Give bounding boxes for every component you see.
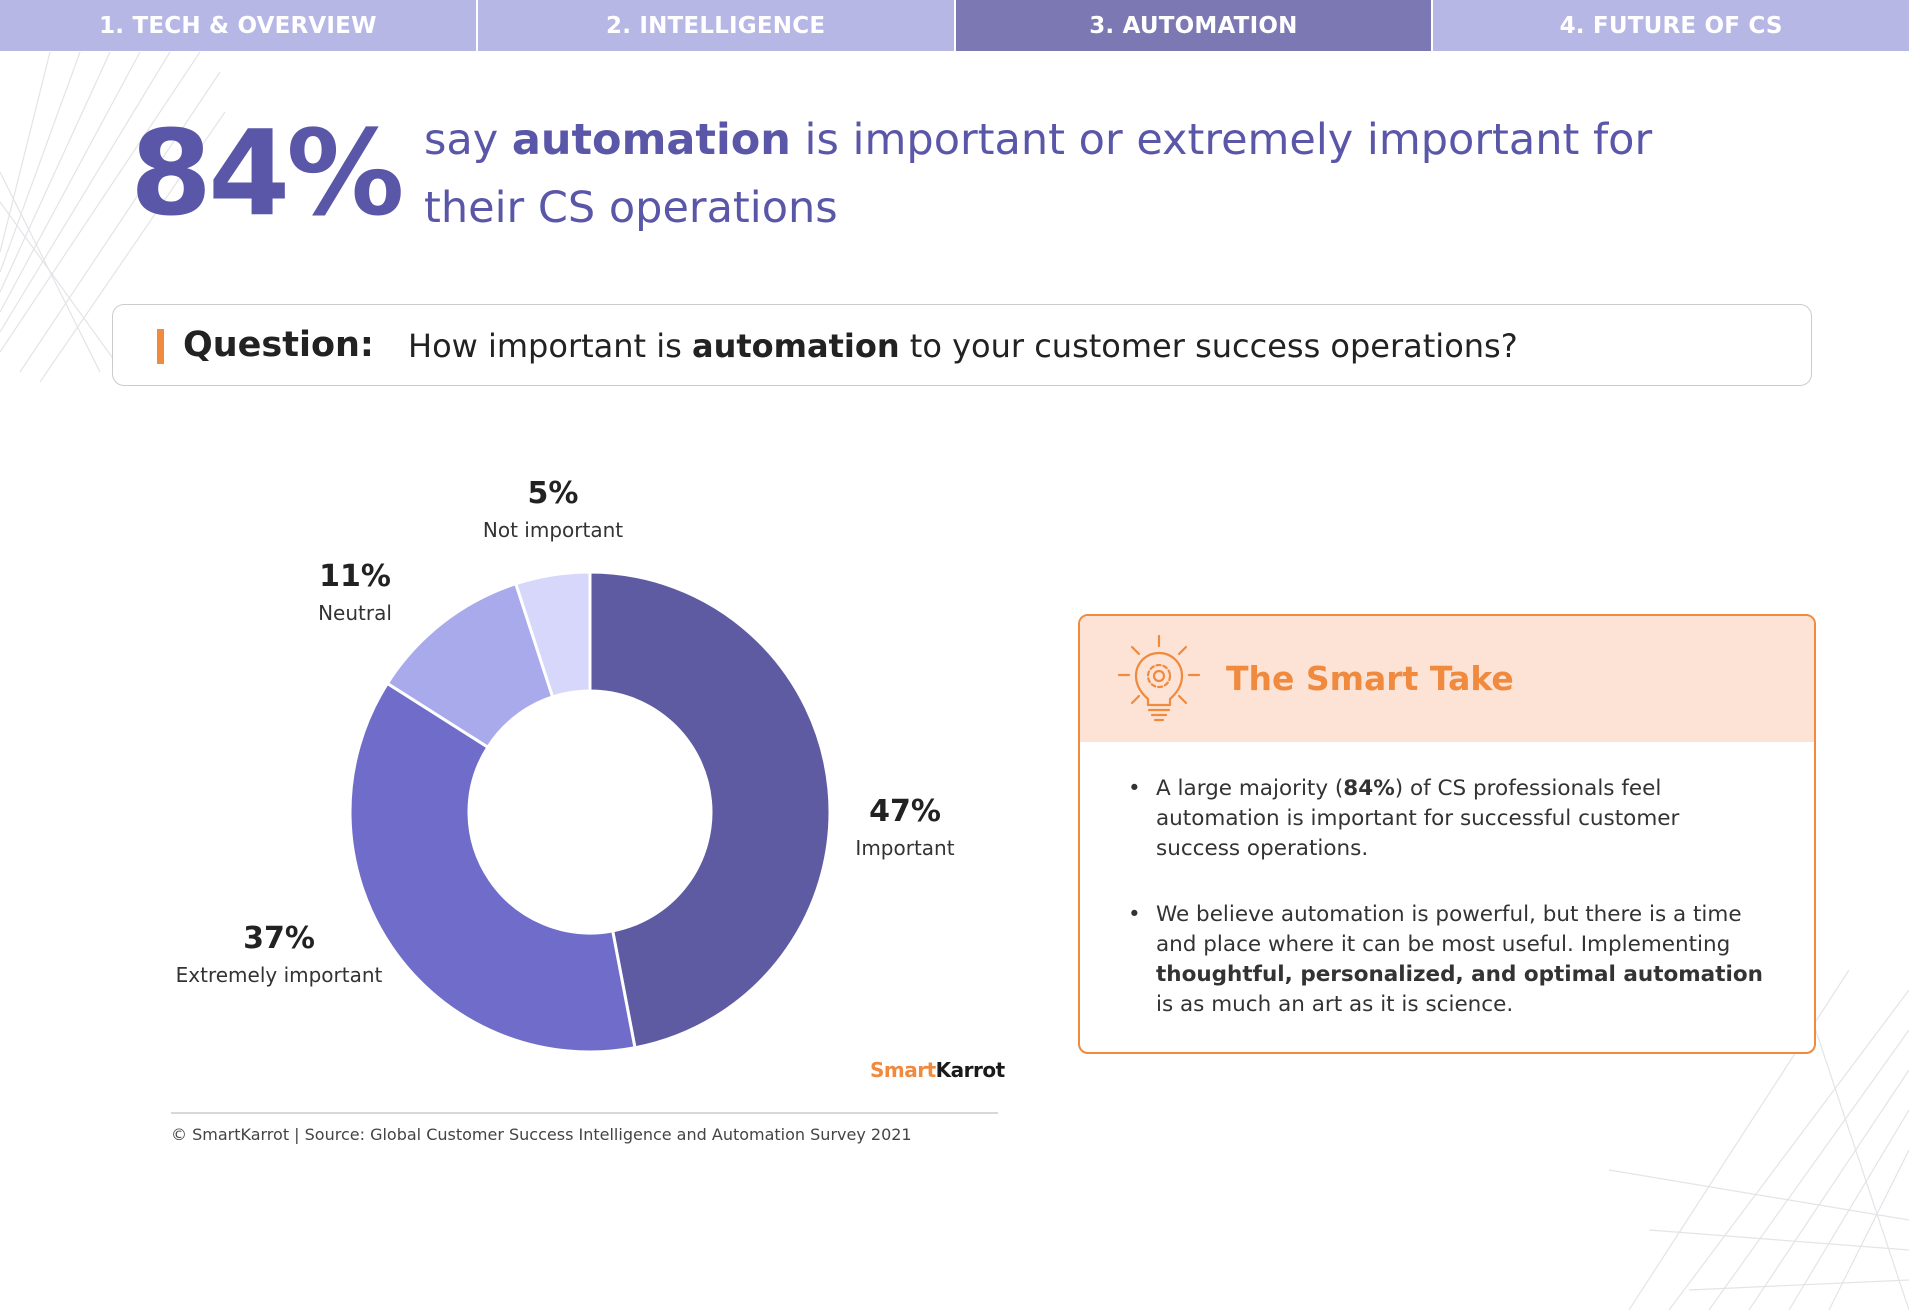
- slice-category-label: Extremely important: [176, 963, 383, 987]
- section-nav: 1. TECH & OVERVIEW 2. INTELLIGENCE 3. AU…: [0, 0, 1909, 51]
- donut-slice-not-important: [513, 570, 592, 699]
- smart-take-title: The Smart Take: [1226, 659, 1514, 698]
- question-label: Question:: [183, 325, 374, 365]
- donut-chart: 47% Important 37% Extremely important 11% Neu…: [176, 476, 955, 1054]
- tab-tech-overview[interactable]: 1. TECH & OVERVIEW: [0, 0, 478, 51]
- slice-value-label: 37%: [243, 921, 315, 956]
- slice-category-label: Neutral: [318, 601, 392, 625]
- lightbulb-gear-icon: [1118, 634, 1201, 722]
- slice-value-label: 47%: [869, 794, 941, 829]
- headline-stat: 84%: [130, 104, 404, 242]
- smart-take-list: A large majority (84%) of CS professiona…: [1128, 774, 1768, 1052]
- donut-slice-important: [588, 570, 832, 1050]
- slice-value-label: 11%: [319, 559, 391, 594]
- smart-take-bullet-2: We believe automation is powerful, but t…: [1128, 900, 1768, 1020]
- tab-future-of-cs[interactable]: 4. FUTURE OF CS: [1433, 0, 1909, 51]
- question-box: Question: How important is automation to…: [112, 304, 1812, 386]
- headline: 84% say automation is important or extre…: [130, 98, 1830, 248]
- footer-divider: [171, 1112, 998, 1114]
- slice-category-label: Important: [855, 836, 954, 860]
- smart-take-header: The Smart Take: [1080, 616, 1814, 744]
- tab-intelligence[interactable]: 2. INTELLIGENCE: [477, 0, 956, 51]
- smart-take-box: The Smart Take A large majority (84%) of…: [1078, 614, 1816, 1054]
- slice-category-label: Not important: [483, 518, 623, 542]
- question-accent-bar: [157, 329, 164, 364]
- donut-slice-extremely-important: [348, 681, 637, 1054]
- headline-bold: automation: [511, 115, 791, 165]
- question-text: How important is automation to your cust…: [408, 327, 1518, 365]
- slice-value-label: 5%: [528, 476, 579, 511]
- question-bold: automation: [691, 327, 900, 365]
- footer-source: © SmartKarrot | Source: Global Customer …: [171, 1125, 912, 1144]
- smart-take-gap: [1080, 742, 1814, 747]
- smartkarrot-logo: SmartKarrot: [870, 1058, 1005, 1082]
- headline-text: say automation is important or extremely…: [424, 115, 1653, 233]
- smart-take-bullet-1: A large majority (84%) of CS professiona…: [1128, 774, 1768, 864]
- tab-automation[interactable]: 3. AUTOMATION: [955, 0, 1434, 51]
